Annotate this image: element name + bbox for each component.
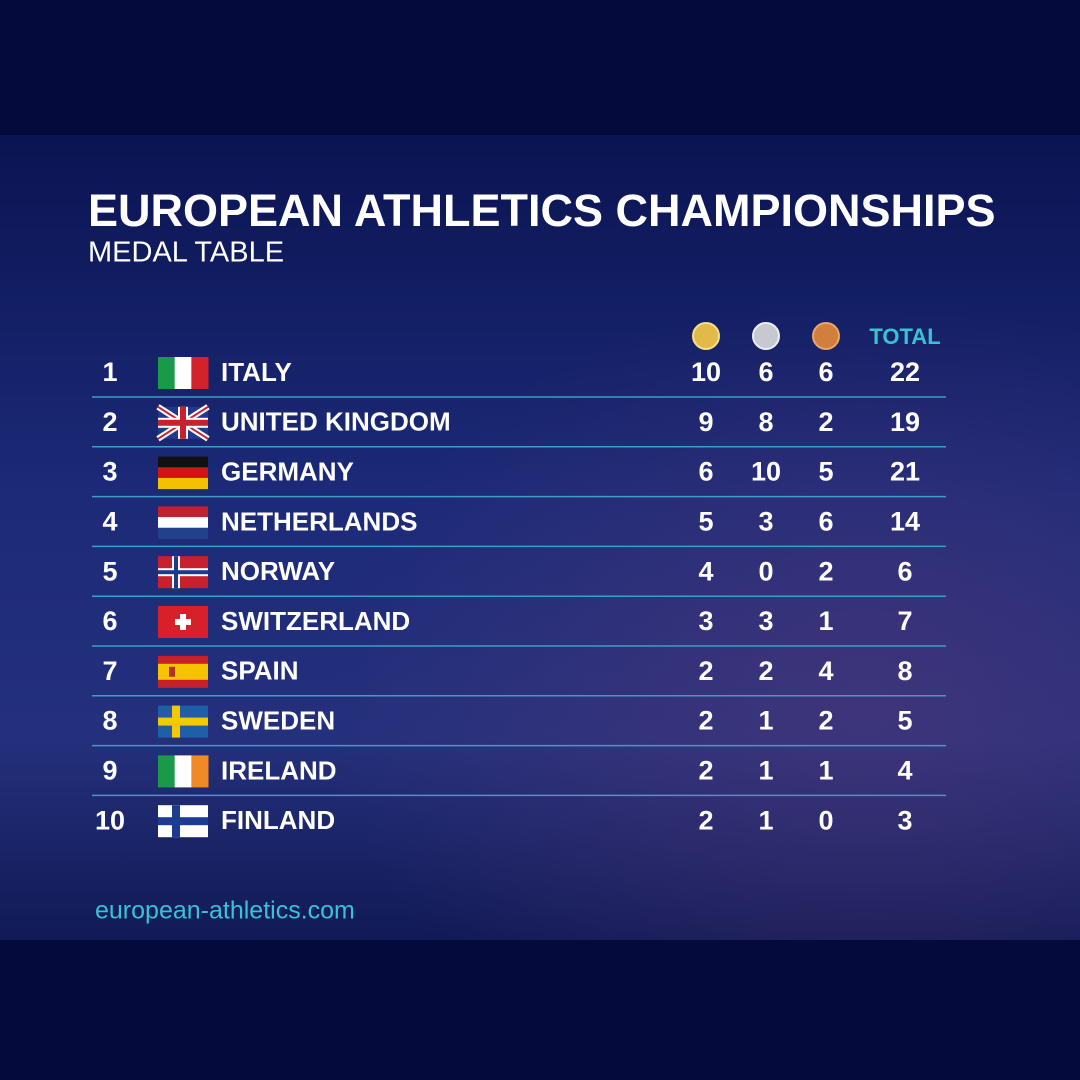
flag-stripe (174, 755, 192, 788)
gold-medal-icon (692, 322, 720, 350)
silver-count: 0 (758, 556, 773, 586)
total-count: 5 (897, 706, 912, 736)
flag-stripe (158, 506, 208, 518)
flag-cross (158, 817, 208, 826)
bronze-count: 2 (818, 556, 833, 586)
subtitle: MEDAL TABLE (88, 237, 284, 269)
rank: 10 (95, 805, 125, 835)
bronze-count: 1 (818, 606, 833, 636)
flag-emblem (169, 666, 175, 677)
gold-count: 6 (698, 457, 713, 487)
rank: 3 (102, 457, 117, 487)
flag (158, 357, 209, 389)
silver-count: 3 (758, 507, 773, 537)
flag-cross (175, 619, 191, 625)
flag-stripe (158, 755, 176, 788)
flag-cross (158, 717, 208, 726)
gold-count: 5 (698, 507, 713, 537)
flag-stripe (158, 527, 208, 539)
bronze-count: 6 (818, 507, 833, 537)
country-name: IRELAND (221, 755, 337, 785)
flag (158, 556, 208, 589)
flag-stripe (174, 357, 192, 389)
flag (158, 506, 208, 539)
flag-cross (158, 570, 208, 575)
bronze-count: 1 (818, 756, 833, 786)
website: european-athletics.com (95, 897, 355, 925)
country-name: SPAIN (221, 656, 299, 686)
bronze-count: 0 (818, 805, 833, 835)
country-name: NORWAY (221, 556, 335, 586)
silver-medal-icon (752, 322, 780, 350)
bronze-count: 4 (818, 656, 833, 686)
country-name: FINLAND (221, 805, 335, 835)
flag-stripe (158, 477, 208, 490)
flag (158, 755, 209, 788)
flag-stripe (158, 663, 208, 680)
gold-count: 10 (691, 357, 721, 387)
flag (156, 404, 210, 442)
flag (158, 655, 208, 688)
total-count: 6 (897, 556, 912, 586)
bronze-count: 2 (818, 407, 833, 437)
gold-count: 3 (698, 606, 713, 636)
total-count: 7 (897, 606, 912, 636)
country-name: GERMANY (221, 456, 354, 486)
silver-count: 6 (758, 357, 773, 387)
gold-count: 2 (698, 756, 713, 786)
total-count: 22 (890, 357, 920, 387)
silver-count: 2 (758, 656, 773, 686)
rank: 7 (102, 656, 117, 686)
flag-stripe (158, 467, 208, 479)
flag-stripe (158, 357, 176, 389)
flag (158, 805, 208, 838)
flag-stripe (158, 456, 208, 468)
flag-stripe (191, 755, 209, 788)
rank: 6 (102, 606, 117, 636)
flag-stripe (158, 517, 208, 529)
flag-cross (158, 419, 208, 426)
flag (158, 456, 208, 490)
gold-count: 2 (698, 656, 713, 686)
silver-count: 1 (758, 756, 773, 786)
rank: 9 (102, 756, 117, 786)
rank: 1 (102, 357, 117, 387)
bronze-count: 5 (818, 457, 833, 487)
country-name: SWEDEN (221, 705, 335, 735)
total-count: 19 (890, 407, 920, 437)
silver-count: 1 (758, 805, 773, 835)
rank: 8 (102, 706, 117, 736)
flag (158, 705, 208, 738)
gold-count: 2 (698, 805, 713, 835)
silver-count: 1 (758, 706, 773, 736)
flag (158, 606, 208, 638)
bronze-medal-icon (812, 322, 840, 350)
country-name: ITALY (221, 357, 292, 387)
rank: 5 (102, 556, 117, 586)
total-header: TOTAL (869, 324, 940, 349)
total-count: 3 (897, 805, 912, 835)
flag-stripe (191, 357, 209, 389)
silver-count: 3 (758, 606, 773, 636)
total-count: 14 (890, 507, 920, 537)
gold-count: 9 (698, 407, 713, 437)
silver-count: 10 (751, 457, 781, 487)
gold-count: 4 (698, 556, 713, 586)
total-count: 21 (890, 457, 920, 487)
country-name: UNITED KINGDOM (221, 407, 451, 437)
silver-count: 8 (758, 407, 773, 437)
country-name: SWITZERLAND (221, 606, 410, 636)
rank: 4 (102, 507, 117, 537)
gold-count: 2 (698, 706, 713, 736)
total-count: 8 (897, 656, 912, 686)
total-count: 4 (897, 756, 912, 786)
bronze-count: 2 (818, 706, 833, 736)
bronze-count: 6 (818, 357, 833, 387)
country-name: NETHERLANDS (221, 506, 417, 536)
title: EUROPEAN ATHLETICS CHAMPIONSHIPS (88, 185, 996, 236)
rank: 2 (102, 407, 117, 437)
